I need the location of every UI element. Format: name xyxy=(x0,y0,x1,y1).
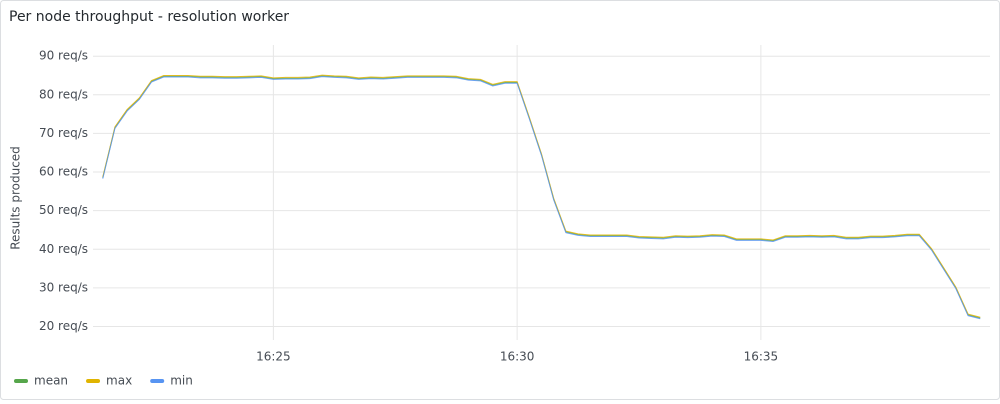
y-tick-label: 30 req/s xyxy=(39,280,88,294)
legend-label: min xyxy=(170,374,193,388)
series-line xyxy=(102,76,981,320)
legend-label: max xyxy=(106,374,132,388)
legend-swatch xyxy=(86,379,101,383)
y-tick-label: 80 req/s xyxy=(39,87,88,101)
legend-swatch xyxy=(14,379,28,383)
y-tick-label: 70 req/s xyxy=(39,126,88,140)
y-axis-label: Results produced xyxy=(9,146,23,250)
y-tick-label: 90 req/s xyxy=(39,49,88,63)
legend-swatch xyxy=(150,379,165,383)
y-tick-label: 20 req/s xyxy=(39,319,88,333)
x-tick-label: 16:25 xyxy=(256,350,291,364)
x-tick-label: 16:30 xyxy=(500,350,535,364)
y-tick-label: 60 req/s xyxy=(39,165,88,179)
legend-label: mean xyxy=(34,374,68,388)
y-tick-label: 50 req/s xyxy=(39,203,88,217)
y-tick-label: 40 req/s xyxy=(39,242,88,256)
chart-title: Per node throughput - resolution worker xyxy=(9,9,289,25)
x-tick-label: 16:35 xyxy=(744,350,779,364)
